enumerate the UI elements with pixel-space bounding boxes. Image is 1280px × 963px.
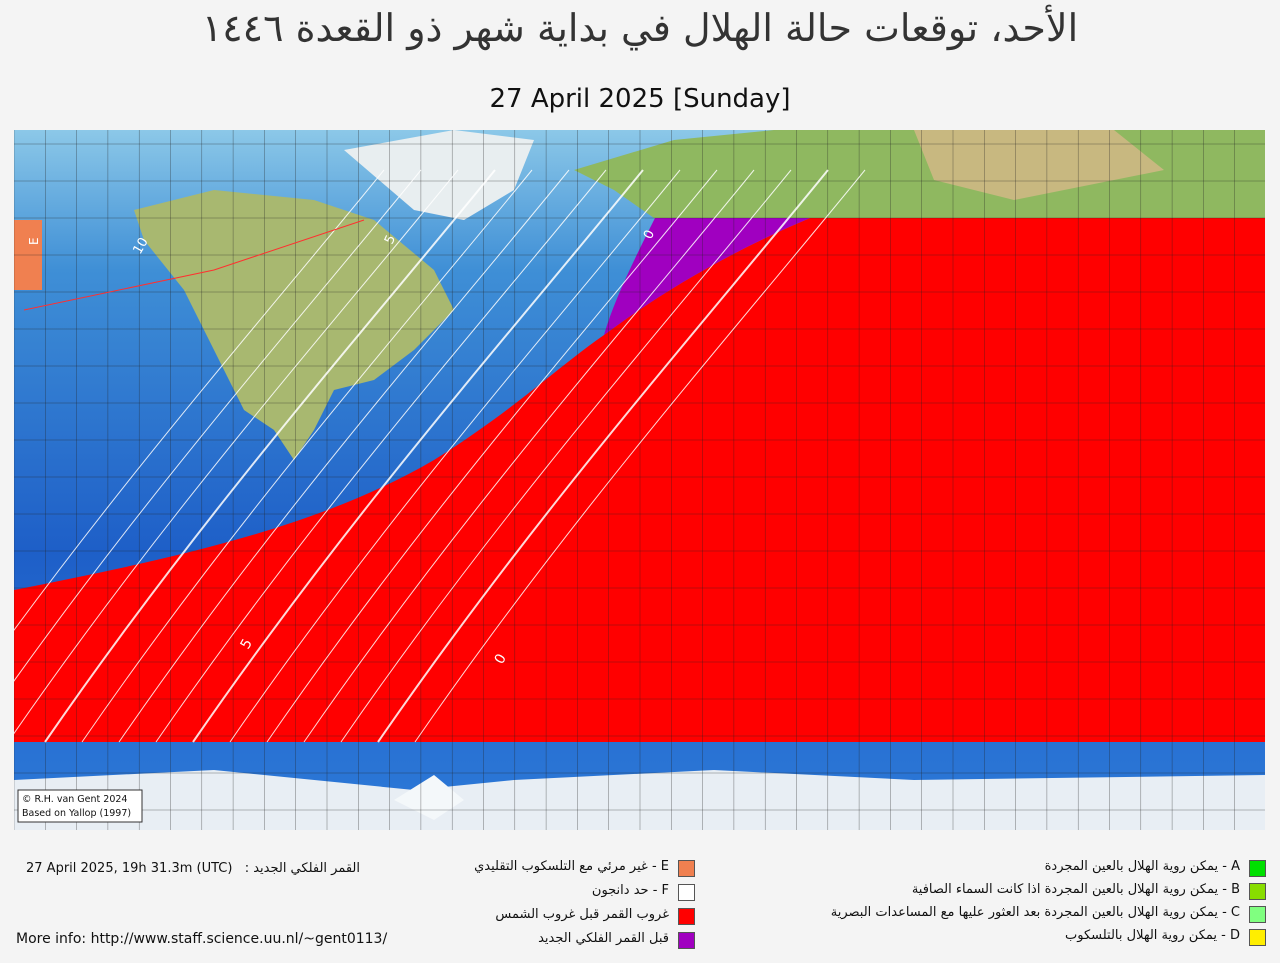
contour-line [377, 169, 829, 743]
contour-line [266, 169, 718, 743]
contours [14, 169, 866, 743]
contour-line [340, 169, 792, 743]
legend-swatch [1249, 860, 1266, 877]
land [394, 775, 464, 820]
legend-label: F - حد دانجون [591, 883, 669, 898]
contour-line [14, 169, 459, 735]
contour-line [414, 169, 866, 743]
title: الأحد، توقعات حالة الهلال في بداية شهر ذ… [201, 6, 1079, 50]
credit: Based on Yallop (1997) [22, 808, 131, 819]
legend-swatch [678, 908, 695, 925]
contour-line [303, 169, 755, 743]
before-new-moon [604, 218, 810, 335]
legend-swatch [678, 884, 695, 901]
contour-line [155, 169, 607, 743]
conjunction-time: 27 April 2025, 19h 31.3m (UTC) [26, 861, 233, 876]
legend-swatch [678, 932, 695, 949]
credit-box [17, 789, 143, 823]
legend-label: E - غير مرئي مع التلسكوب التقليدي [474, 859, 669, 874]
legend-label: A - يمكن روية الهلال بالعين المجردة [1044, 859, 1240, 874]
legend-label: C - يمكن روية الهلال بالعين المجردة بعد … [830, 905, 1240, 920]
legend-swatch [1249, 906, 1266, 923]
legend-label: B - يمكن روية الهلال بالعين المجردة اذا … [911, 882, 1240, 897]
contour-line [14, 169, 422, 682]
contour-line [14, 169, 385, 631]
legend-label: قبل القمر الفلكي الجديد [538, 931, 669, 946]
legend-swatch [678, 860, 695, 877]
grid [14, 130, 1265, 830]
land [134, 190, 454, 460]
contour-line [44, 169, 496, 743]
legend-label: D - يمكن روية الهلال بالتلسكوب [1065, 928, 1240, 943]
contour-label: 10 [130, 235, 151, 257]
contour-label: E [27, 237, 41, 245]
map: 10 5 5 0 0 E © R.H. van Gent 2024 Based … [14, 130, 1265, 830]
credit: © R.H. van Gent 2024 [22, 794, 127, 805]
land [344, 130, 534, 220]
contour-line [229, 169, 681, 743]
contour-line [192, 169, 644, 743]
legend-label: غروب القمر قبل غروب الشمس [495, 907, 669, 922]
contour-line [81, 169, 533, 743]
legend-swatch [1249, 929, 1266, 946]
subtitle: 27 April 2025 [Sunday] [489, 84, 791, 114]
legend-swatch [1249, 883, 1266, 900]
land [914, 130, 1164, 200]
contour-line [23, 219, 365, 311]
conjunction-label: القمر الفلكي الجديد : [244, 861, 360, 876]
more-info: More info: http://www.staff.science.uu.n… [16, 931, 388, 947]
contour-line [118, 169, 570, 743]
